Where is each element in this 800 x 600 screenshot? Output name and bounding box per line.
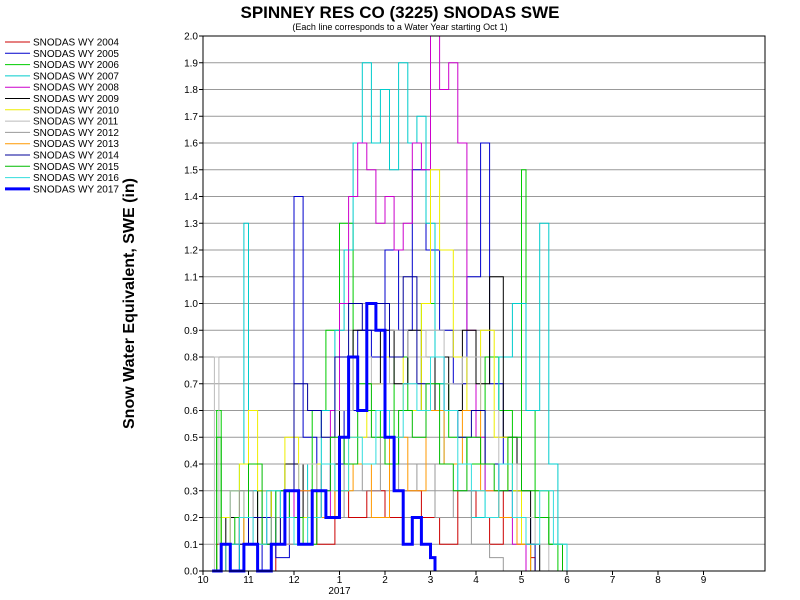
x-tick-label: 10 bbox=[197, 575, 209, 586]
y-tick-label: 0.9 bbox=[184, 326, 198, 337]
x-tick-label: 12 bbox=[288, 575, 300, 586]
legend-label: SNODAS WY 2011 bbox=[33, 117, 119, 128]
legend-label: SNODAS WY 2004 bbox=[33, 38, 119, 49]
series-lines bbox=[212, 35, 568, 573]
legend-label: SNODAS WY 2007 bbox=[33, 71, 119, 82]
y-tick-label: 0.0 bbox=[184, 567, 198, 578]
x-tick-label: 2 bbox=[382, 575, 388, 586]
x-tick-label: 8 bbox=[655, 575, 661, 586]
y-tick-label: 1.1 bbox=[184, 272, 198, 283]
y-axis-label: Snow Water Equivalent, SWE (in) bbox=[121, 178, 138, 429]
y-tick-label: 0.6 bbox=[184, 406, 198, 417]
x-tick-label: 9 bbox=[701, 575, 707, 586]
chart-subtitle: (Each line corresponds to a Water Year s… bbox=[292, 22, 507, 32]
x-tick-label: 3 bbox=[428, 575, 434, 586]
y-axis-ticks: 0.0 0.1 0.2 0.3 0.4 0.5 0.6 0.7 0.8 0.9 1.0 1.1 1.2 1… bbox=[184, 32, 203, 578]
y-tick-label: 1.6 bbox=[184, 139, 198, 150]
legend-label: SNODAS WY 2006 bbox=[33, 60, 119, 71]
y-tick-label: 1.9 bbox=[184, 58, 198, 69]
legend-label: SNODAS WY 2009 bbox=[33, 94, 119, 105]
y-tick-label: 0.8 bbox=[184, 353, 198, 364]
y-tick-label: 0.1 bbox=[184, 540, 198, 551]
chart-title: SPINNEY RES CO (3225) SNODAS SWE bbox=[241, 3, 560, 22]
legend-label: SNODAS WY 2010 bbox=[33, 105, 119, 116]
y-tick-label: 1.7 bbox=[184, 112, 198, 123]
series-line bbox=[212, 302, 437, 573]
legend-label: SNODAS WY 2016 bbox=[33, 173, 119, 184]
x-tick-label: 4 bbox=[473, 575, 479, 586]
legend-label: SNODAS WY 2012 bbox=[33, 128, 119, 139]
y-tick-label: 1.4 bbox=[184, 192, 198, 203]
y-tick-label: 2.0 bbox=[184, 32, 198, 43]
series-line bbox=[212, 276, 536, 572]
x-tick-label: 5 bbox=[519, 575, 525, 586]
y-tick-label: 0.3 bbox=[184, 486, 198, 497]
series-line bbox=[212, 490, 536, 572]
x-tick-label: 1 bbox=[337, 575, 343, 586]
legend-label: SNODAS WY 2017 bbox=[33, 184, 119, 195]
x-tick-label: 11 bbox=[243, 575, 254, 586]
y-tick-label: 1.0 bbox=[184, 299, 198, 310]
legend-label: SNODAS WY 2008 bbox=[33, 83, 119, 94]
x-axis-year-label: 2017 bbox=[328, 586, 351, 597]
plot-area bbox=[202, 35, 766, 572]
legend-label: SNODAS WY 2015 bbox=[33, 162, 119, 173]
x-tick-label: 6 bbox=[564, 575, 570, 586]
y-tick-label: 0.2 bbox=[184, 513, 198, 524]
x-axis-ticks: 10 11 12 1 2 3 4 5 6 7 8 9 bbox=[197, 571, 707, 586]
y-tick-label: 0.7 bbox=[184, 379, 198, 390]
legend-label: SNODAS WY 2014 bbox=[33, 151, 119, 162]
legend-label: SNODAS WY 2013 bbox=[33, 139, 119, 150]
y-tick-label: 0.4 bbox=[184, 460, 198, 471]
y-tick-label: 0.5 bbox=[184, 433, 198, 444]
legend-label: SNODAS WY 2005 bbox=[33, 49, 119, 60]
y-tick-label: 1.8 bbox=[184, 85, 198, 96]
x-tick-label: 7 bbox=[610, 575, 616, 586]
y-tick-label: 1.3 bbox=[184, 219, 198, 230]
y-tick-label: 1.2 bbox=[184, 246, 198, 257]
y-tick-label: 1.5 bbox=[184, 165, 198, 176]
series-line bbox=[212, 383, 563, 572]
